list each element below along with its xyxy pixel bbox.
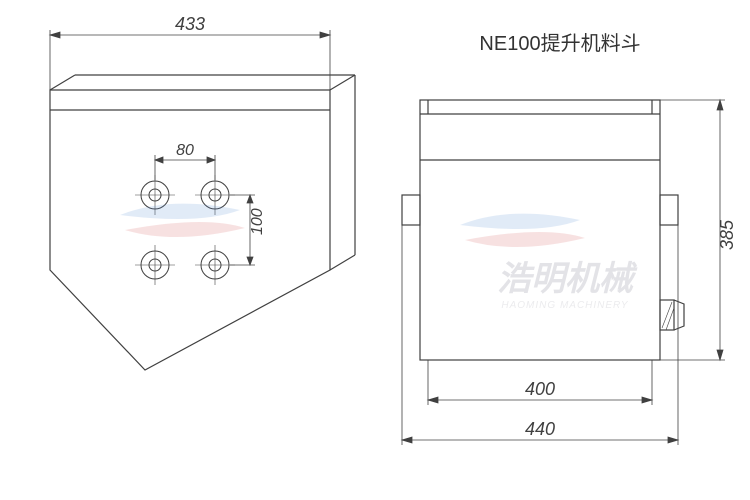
drawing-title: NE100提升机料斗	[479, 32, 640, 55]
dim-433	[50, 30, 330, 90]
watermark-right: 浩明机械 HAOMING MACHINERY	[460, 214, 638, 311]
drawing-canvas: NE100提升机料斗 433	[0, 0, 750, 500]
dim-80-label: 80	[176, 142, 194, 159]
watermark-left	[120, 204, 245, 237]
dim-440-label: 440	[525, 419, 555, 439]
left-view: 433 80	[50, 14, 355, 370]
dim-400-label: 400	[525, 379, 555, 399]
dim-385-label: 385	[717, 219, 737, 250]
dim-433-label: 433	[175, 14, 205, 34]
dim-440	[402, 225, 678, 445]
watermark-en: HAOMING MACHINERY	[501, 300, 629, 311]
dim-100-label: 100	[249, 208, 266, 235]
dim-385	[660, 100, 725, 360]
watermark-cn: 浩明机械	[497, 260, 638, 298]
right-body	[420, 100, 660, 360]
